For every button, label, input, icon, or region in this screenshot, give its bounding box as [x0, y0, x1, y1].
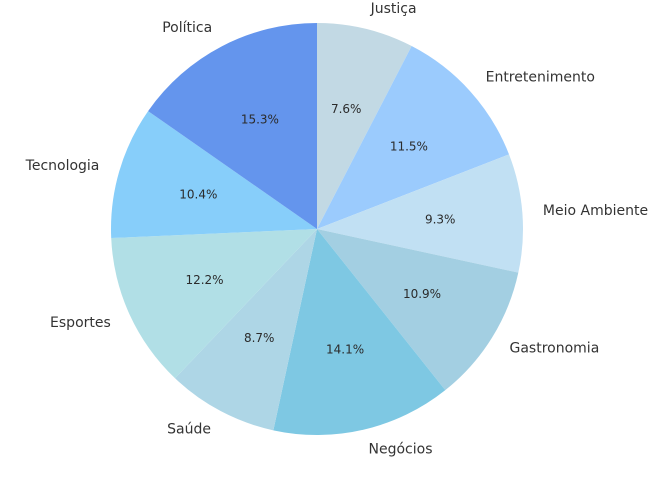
- category-label-tecnologia: Tecnologia: [25, 158, 100, 174]
- slice-gastronomia: [317, 229, 519, 391]
- category-labels: Justiça Entretenimento Meio Ambiente Gastro…: [25, 1, 648, 458]
- pie-slices: [111, 23, 524, 436]
- slice-entretenimento: [317, 46, 510, 229]
- slice-meio-ambiente: [317, 154, 524, 273]
- pct-label-politica: 15.3%: [241, 112, 279, 126]
- slice-tecnologia: [111, 111, 318, 239]
- category-label-politica: Política: [162, 20, 212, 36]
- pct-label-justica: 7.6%: [331, 102, 362, 116]
- slice-saude: [175, 229, 317, 431]
- category-label-meio-ambiente: Meio Ambiente: [543, 203, 648, 219]
- category-label-negocios: Negócios: [369, 442, 433, 458]
- pct-label-gastronomia: 10.9%: [403, 287, 441, 301]
- category-label-gastronomia: Gastronomia: [510, 341, 600, 357]
- pct-label-negocios: 14.1%: [326, 342, 364, 356]
- category-label-justica: Justiça: [370, 1, 417, 17]
- pct-label-esportes: 12.2%: [185, 273, 223, 287]
- category-label-esportes: Esportes: [50, 315, 111, 331]
- pct-label-tecnologia: 10.4%: [179, 188, 217, 202]
- pct-label-entretenimento: 11.5%: [390, 139, 428, 153]
- slice-esportes: [111, 229, 317, 379]
- category-label-entretenimento: Entretenimento: [486, 70, 595, 86]
- pct-label-meio-ambiente: 9.3%: [425, 212, 456, 226]
- slice-negocios: [273, 229, 446, 436]
- pct-label-saude: 8.7%: [244, 331, 275, 345]
- slice-justica: [317, 23, 412, 229]
- category-label-saude: Saúde: [167, 421, 211, 437]
- percentage-labels: 7.6% 11.5% 9.3% 10.9% 14.1% 8.7% 12.2% 10.4% 15.…: [179, 102, 456, 356]
- slice-politica: [148, 23, 317, 229]
